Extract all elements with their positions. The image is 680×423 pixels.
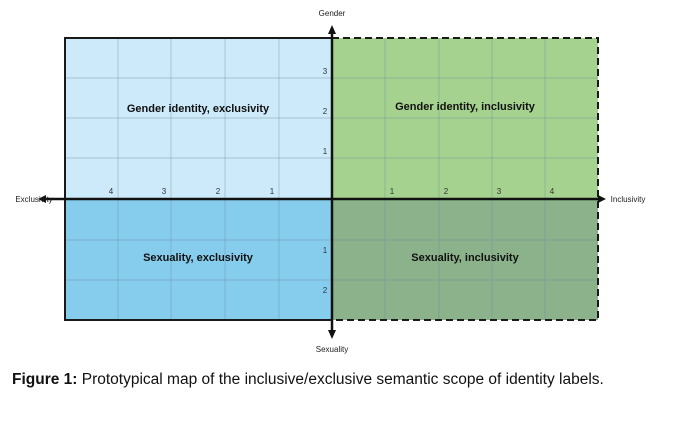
axis-label-sexuality: Sexuality [316, 345, 348, 354]
inclusivity-border [332, 37, 599, 321]
quadrant-bottom-right [332, 199, 598, 320]
tick-up-1: 1 [323, 147, 328, 156]
axis-label-gender: Gender [319, 9, 346, 18]
quadrant-label-gender-exclusivity: Gender identity, exclusivity [127, 103, 270, 115]
axis-label-exclusivity: Exclusivity [15, 195, 52, 204]
exclusivity-border [64, 37, 332, 321]
tick-left-4: 4 [109, 187, 114, 196]
tick-left-1: 1 [270, 187, 275, 196]
tick-right-4: 4 [550, 187, 555, 196]
tick-left-3: 3 [162, 187, 167, 196]
tick-down-1: 1 [323, 246, 328, 255]
tick-right-1: 1 [390, 187, 395, 196]
tick-up-3: 3 [323, 67, 328, 76]
identity-map-diagram: Gender Sexuality Exclusivity Inclusivity… [15, 9, 646, 354]
quadrant-label-sexuality-exclusivity: Sexuality, exclusivity [143, 252, 254, 264]
tick-right-3: 3 [497, 187, 502, 196]
axis-label-inclusivity: Inclusivity [611, 195, 646, 204]
caption-label: Figure 1: [12, 371, 78, 388]
caption-text: Prototypical map of the inclusive/exclus… [77, 371, 604, 388]
arrow-right-icon [598, 195, 606, 203]
tick-left-2: 2 [216, 187, 221, 196]
quadrant-bottom-left [65, 199, 332, 320]
quadrant-label-sexuality-inclusivity: Sexuality, inclusivity [411, 252, 519, 264]
tick-down-2: 2 [323, 286, 328, 295]
tick-up-2: 2 [323, 107, 328, 116]
quadrant-top-left [65, 38, 332, 199]
figure-caption: Figure 1: Prototypical map of the inclus… [12, 371, 672, 389]
arrow-down-icon [328, 330, 336, 339]
arrow-left-icon [38, 195, 46, 203]
arrow-up-icon [328, 25, 336, 34]
quadrant-top-right [332, 38, 598, 199]
tick-right-2: 2 [444, 187, 449, 196]
quadrant-label-gender-inclusivity: Gender identity, inclusivity [395, 101, 536, 113]
